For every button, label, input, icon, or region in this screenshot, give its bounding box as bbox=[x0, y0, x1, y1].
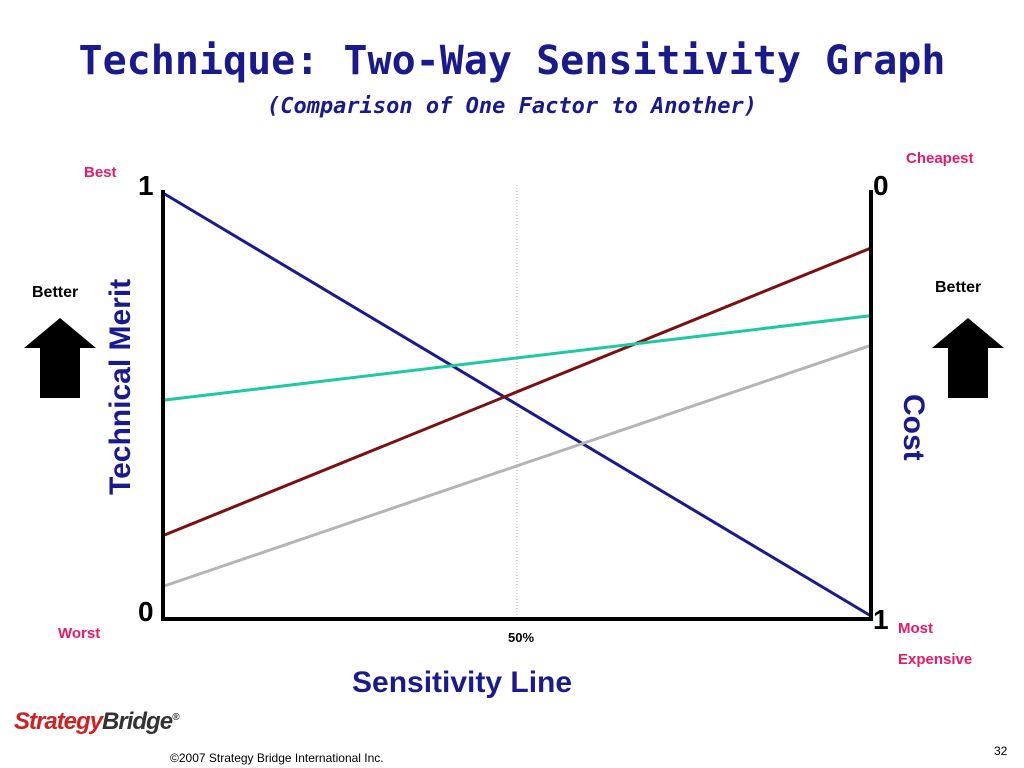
right-axis-top-value: 0 bbox=[873, 170, 889, 201]
better-left-label: Better bbox=[32, 284, 79, 301]
better-right-label: Better bbox=[935, 279, 982, 296]
series-line-3 bbox=[162, 314, 872, 402]
worst-label: Worst bbox=[58, 625, 101, 642]
best-label: Best bbox=[84, 164, 117, 181]
strategy-bridge-logo: StrategyBridge® bbox=[14, 708, 180, 736]
left-up-arrow-icon bbox=[24, 318, 96, 398]
copyright-footer: ©2007 Strategy Bridge International Inc. bbox=[170, 751, 384, 765]
y2-axis-title: Cost bbox=[897, 394, 930, 461]
series-line-2 bbox=[162, 246, 872, 538]
midpoint-label: 50% bbox=[508, 630, 535, 645]
logo-part-strategy: Strategy bbox=[14, 708, 103, 735]
series-group bbox=[162, 191, 872, 618]
slide-title: Technique: Two-Way Sensitivity Graph bbox=[78, 38, 946, 84]
right-up-arrow-icon bbox=[932, 318, 1004, 398]
left-axis-top-value: 1 bbox=[138, 170, 154, 201]
series-line-4 bbox=[162, 343, 872, 588]
right-axis-bottom-value: 1 bbox=[873, 604, 889, 635]
x-axis-title: Sensitivity Line bbox=[352, 666, 573, 699]
logo-part-bridge: Bridge bbox=[102, 708, 173, 735]
left-axis-bottom-value: 0 bbox=[138, 596, 154, 627]
expensive-label: Expensive bbox=[898, 651, 973, 668]
y-axis-title: Technical Merit bbox=[104, 278, 137, 495]
cheapest-label: Cheapest bbox=[906, 150, 974, 167]
slide-subtitle: (Comparison of One Factor to Another) bbox=[266, 94, 758, 119]
most-label: Most bbox=[898, 620, 933, 637]
logo-registered-mark: ® bbox=[172, 712, 179, 723]
series-line-1 bbox=[162, 191, 872, 618]
page-number: 32 bbox=[994, 744, 1008, 758]
